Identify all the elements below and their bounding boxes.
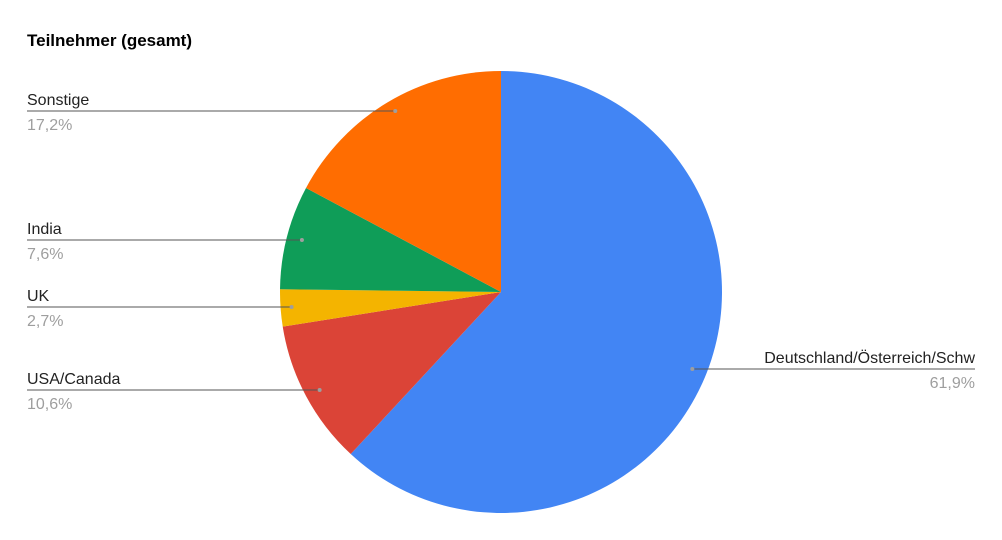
pie-slice-0 <box>350 71 722 513</box>
pie-slice-1 <box>282 292 501 455</box>
leader-dot <box>690 367 695 371</box>
slice-value-label: 10,6% <box>27 396 72 413</box>
pie-slice-2 <box>280 289 501 327</box>
slice-label: Sonstige <box>27 92 89 109</box>
leader-dot <box>289 305 294 309</box>
chart-title: Teilnehmer (gesamt) <box>27 31 192 50</box>
slice-value-label: 2,7% <box>27 313 63 330</box>
slice-value-label: 7,6% <box>27 246 63 263</box>
pie-slice-3 <box>280 187 501 292</box>
slice-label: Deutschland/Österreich/Schw <box>764 349 975 367</box>
slice-label: USA/Canada <box>27 371 120 388</box>
slice-label: UK <box>27 288 50 305</box>
leader-dot <box>299 238 304 242</box>
slice-value-label: 61,9% <box>930 375 975 392</box>
pie-slice-4 <box>306 71 501 292</box>
slice-label: India <box>27 221 62 238</box>
leader-dot <box>393 109 398 113</box>
leader-dot <box>317 388 322 392</box>
slice-value-label: 17,2% <box>27 117 72 134</box>
